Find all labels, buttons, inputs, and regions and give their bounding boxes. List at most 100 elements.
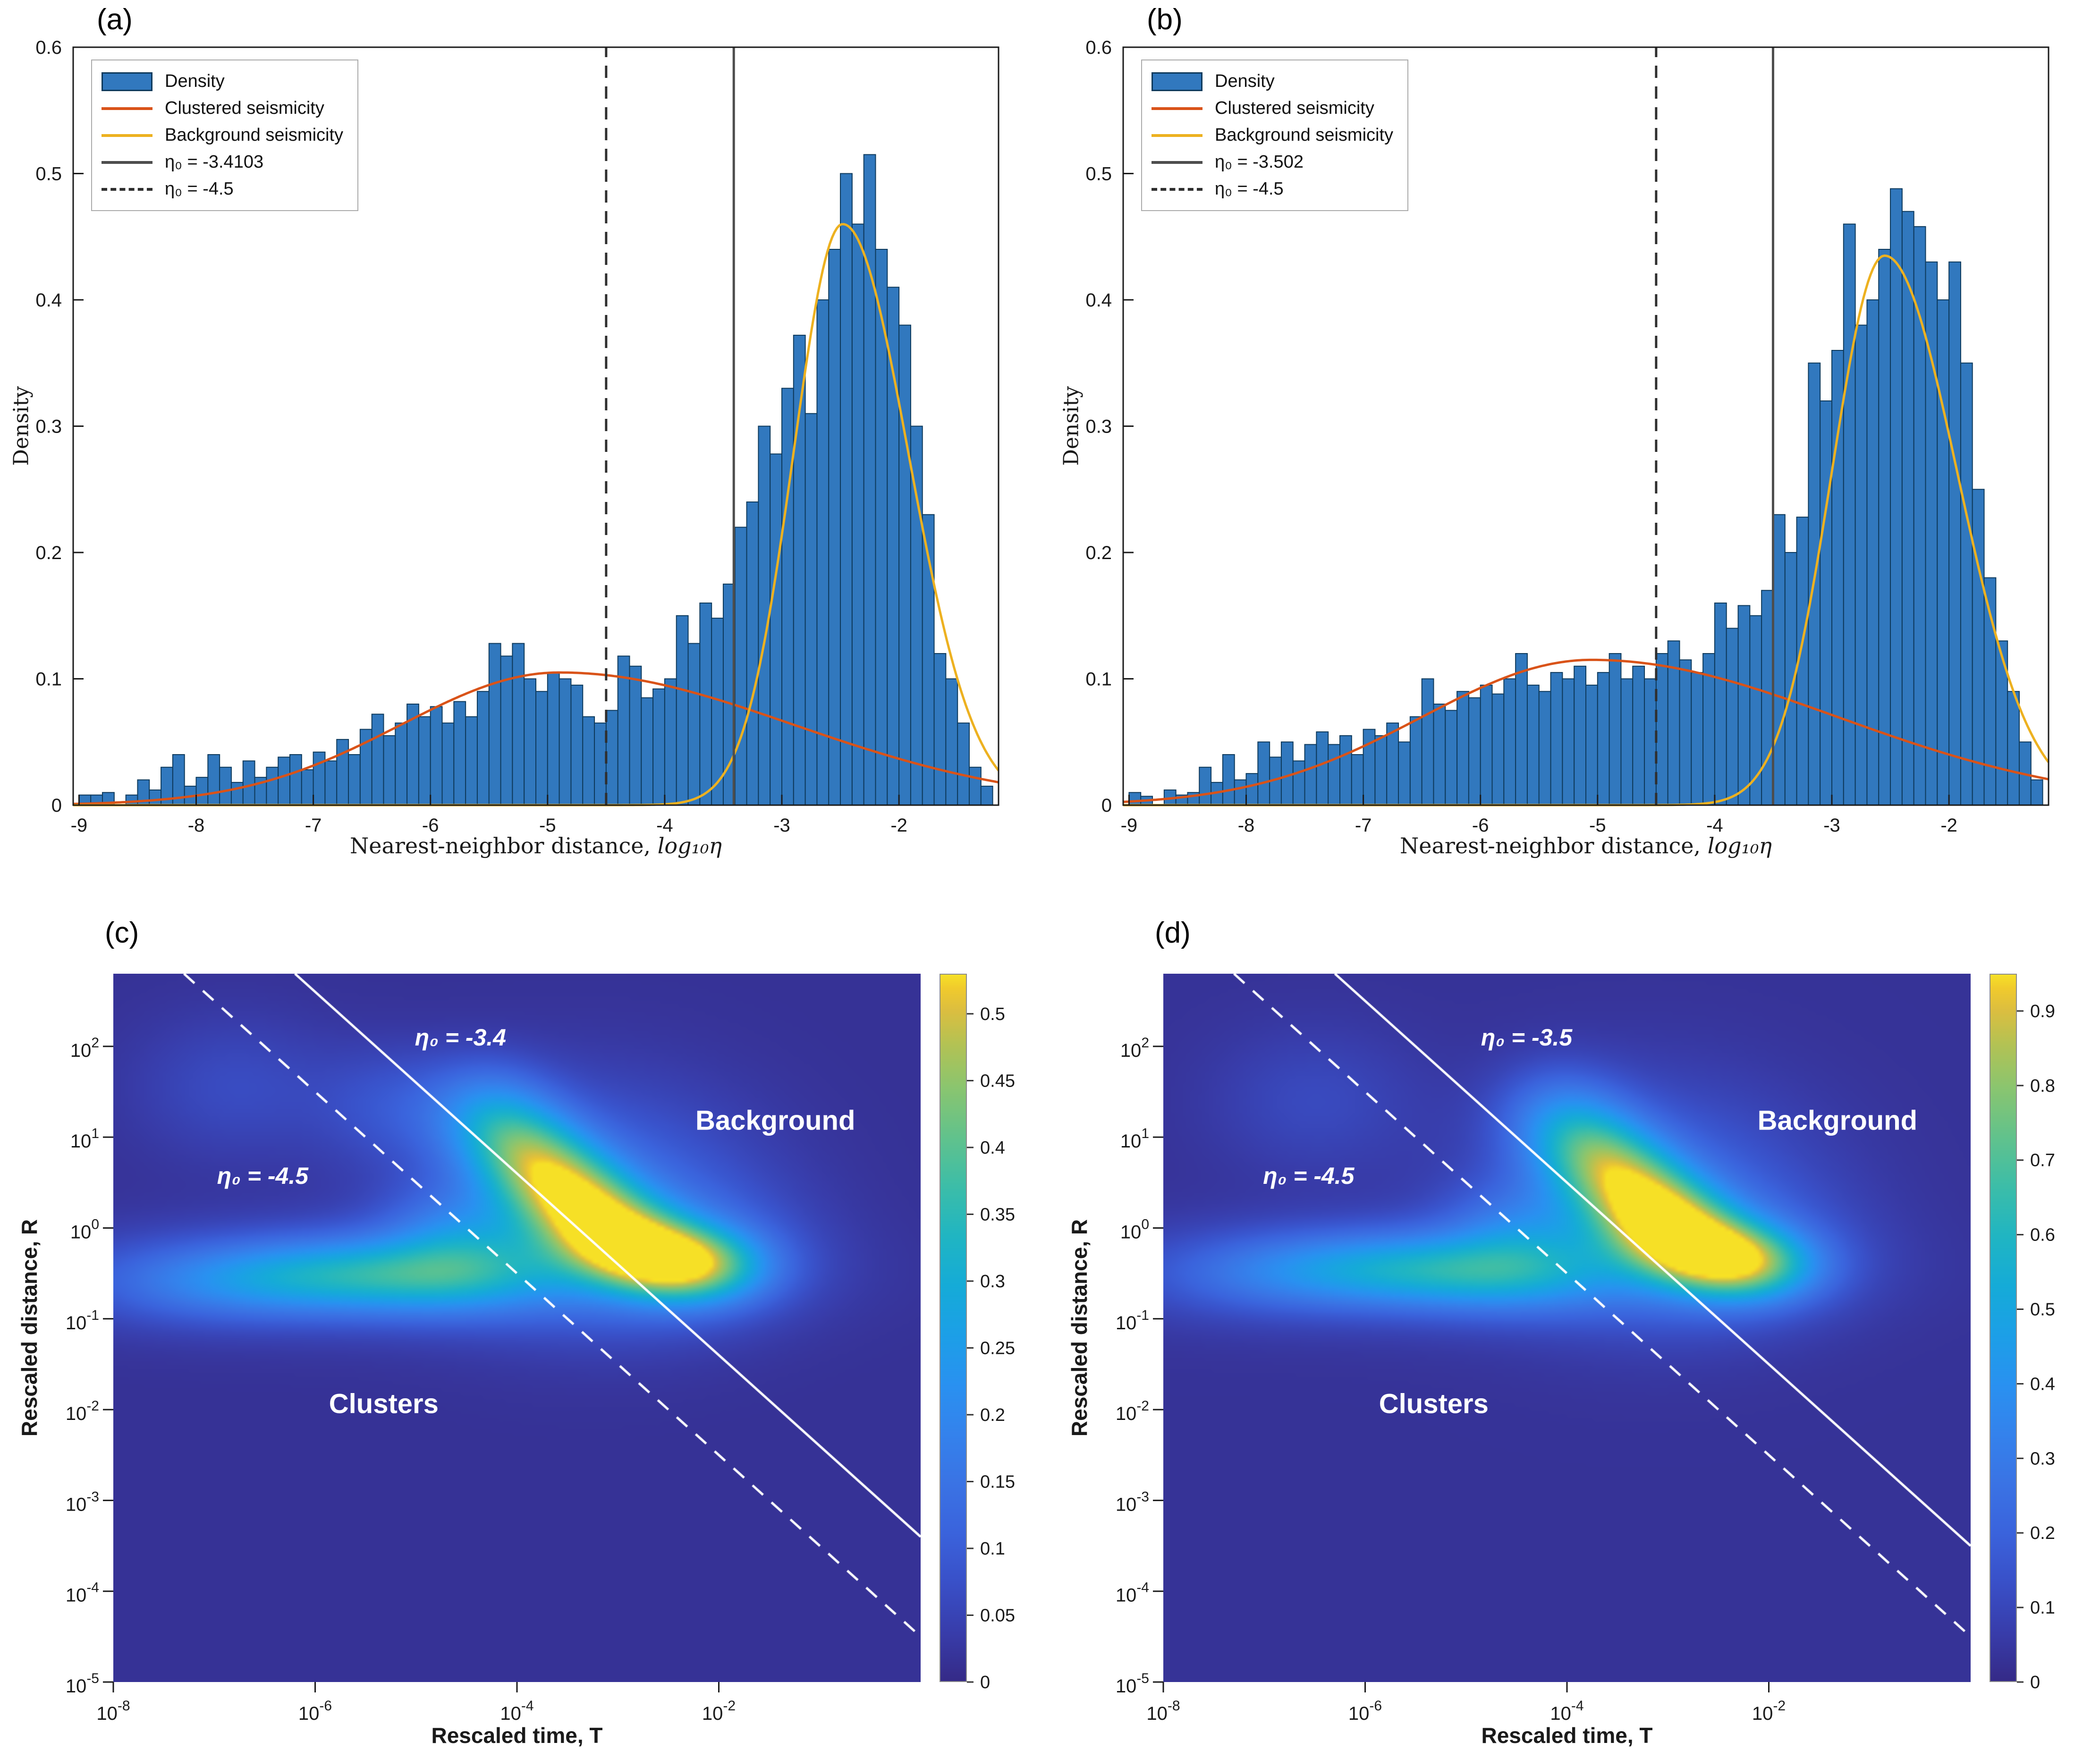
eta-solid-swatch [1152, 161, 1202, 164]
panel-c-heatmap [113, 974, 921, 1682]
background-region-label: Background [695, 1105, 855, 1136]
svg-text:0.5: 0.5 [980, 1004, 1005, 1024]
svg-text:10-6: 10-6 [1348, 1698, 1382, 1724]
xlabel-text: Nearest-neighbor distance, [350, 833, 658, 858]
svg-text:-2: -2 [890, 815, 907, 836]
panel-d-ylabel: Rescaled distance, R [1067, 1219, 1092, 1437]
panel-c-label: (c) [105, 917, 139, 949]
density-swatch [102, 72, 152, 91]
svg-text:10-2: 10-2 [66, 1398, 99, 1424]
panel-c-colorbar [940, 974, 967, 1682]
legend-item-background: Background seismicity [1152, 122, 1393, 149]
legend-item-density: Density [102, 68, 343, 95]
svg-text:10-5: 10-5 [1116, 1671, 1149, 1697]
panel-b-ylabel: Density [1059, 386, 1084, 466]
svg-text:0.2: 0.2 [980, 1405, 1005, 1425]
svg-text:0.1: 0.1 [1085, 669, 1112, 690]
svg-text:0.1: 0.1 [35, 669, 62, 690]
clusters-region-label: Clusters [1379, 1388, 1489, 1419]
svg-text:0.2: 0.2 [2030, 1523, 2055, 1543]
svg-text:0.05: 0.05 [980, 1606, 1015, 1625]
clusters-region-label: Clusters [329, 1388, 439, 1419]
panel-d: 10-8 10-6 10-4 10-2 102 101 100 10-1 10-2 10-3 10-… [1050, 879, 2100, 1759]
legend-label: Density [165, 71, 225, 91]
eta0-dashed-annotation: η₀ = -4.5 [1263, 1162, 1355, 1189]
svg-text:-7: -7 [1355, 815, 1372, 836]
panel-a: -9 -8 -7 -6 -5 -4 -3 -2 0 0.1 0.2 0.3 0.4 0.5 0.6 (a) … [0, 0, 1050, 879]
fit-curve [1123, 254, 2050, 807]
background-line-swatch [102, 134, 152, 137]
svg-text:0.7: 0.7 [2030, 1151, 2055, 1171]
fit-curve [1123, 658, 2049, 803]
clustered-line-swatch [1152, 107, 1202, 110]
panel-d-label: (d) [1155, 917, 1191, 949]
legend-label: η₀ = -4.5 [165, 179, 234, 199]
legend-label: η₀ = -4.5 [1215, 179, 1284, 199]
svg-text:10-4: 10-4 [66, 1580, 99, 1606]
svg-text:10-2: 10-2 [1116, 1398, 1149, 1424]
panel-c: 10-8 10-6 10-4 10-2 102 101 100 10-1 10-2 10-3 10-… [0, 879, 1050, 1759]
legend-item-eta-dashed: η₀ = -4.5 [102, 176, 343, 203]
svg-text:100: 100 [1120, 1216, 1149, 1242]
svg-text:10-6: 10-6 [298, 1698, 332, 1724]
background-line-swatch [1152, 134, 1202, 137]
panel-d-colorbar [1990, 974, 2017, 1682]
svg-text:10-1: 10-1 [66, 1308, 99, 1334]
svg-text:102: 102 [1120, 1035, 1149, 1061]
svg-text:0.4: 0.4 [2030, 1374, 2055, 1394]
eta-dashed-swatch [102, 187, 152, 191]
svg-text:-9: -9 [71, 815, 88, 836]
svg-text:10-2: 10-2 [1752, 1698, 1786, 1724]
svg-text:10-3: 10-3 [66, 1489, 99, 1515]
svg-text:0.1: 0.1 [980, 1539, 1005, 1559]
legend-label: Density [1215, 71, 1275, 91]
fit-curve [73, 671, 999, 805]
legend-label: Background seismicity [1215, 125, 1394, 145]
svg-text:-3: -3 [773, 815, 790, 836]
svg-text:102: 102 [70, 1035, 99, 1061]
svg-text:10-8: 10-8 [96, 1698, 130, 1724]
eta-dashed-swatch [1152, 187, 1202, 191]
panel-a-ylabel: Density [9, 386, 34, 466]
legend-label: η₀ = -3.4103 [165, 152, 264, 172]
svg-text:0.6: 0.6 [1085, 37, 1112, 58]
legend-label: Background seismicity [165, 125, 344, 145]
svg-text:0.5: 0.5 [2030, 1300, 2055, 1320]
legend-label: η₀ = -3.502 [1215, 152, 1304, 172]
svg-text:0.35: 0.35 [980, 1205, 1015, 1224]
eta0-dashed-annotation: η₀ = -4.5 [217, 1162, 309, 1189]
svg-text:10-2: 10-2 [702, 1698, 736, 1724]
density-bars [1128, 188, 2043, 806]
svg-text:0.5: 0.5 [1085, 164, 1112, 185]
panel-d-xlabel: Rescaled time, T [1481, 1723, 1653, 1748]
svg-text:0: 0 [2030, 1673, 2040, 1692]
svg-text:0.2: 0.2 [35, 543, 62, 563]
legend-item-eta-dashed: η₀ = -4.5 [1152, 176, 1393, 203]
svg-text:0: 0 [51, 795, 62, 816]
svg-text:0.3: 0.3 [980, 1272, 1005, 1292]
svg-text:0.6: 0.6 [2030, 1225, 2055, 1245]
svg-text:10-5: 10-5 [66, 1671, 99, 1697]
legend-item-eta-solid: η₀ = -3.502 [1152, 149, 1393, 176]
svg-text:10-8: 10-8 [1146, 1698, 1180, 1724]
svg-text:0.2: 0.2 [1085, 543, 1112, 563]
legend-item-clustered: Clustered seismicity [1152, 95, 1393, 122]
legend-label: Clustered seismicity [1215, 98, 1374, 118]
panel-a-legend: Density Clustered seismicity Background … [91, 59, 359, 211]
svg-text:0.4: 0.4 [980, 1138, 1005, 1158]
svg-text:0.3: 0.3 [35, 416, 62, 437]
svg-text:10-3: 10-3 [1116, 1489, 1149, 1515]
svg-text:-7: -7 [305, 815, 322, 836]
svg-text:0.4: 0.4 [1085, 290, 1112, 311]
density-swatch [1152, 72, 1202, 91]
svg-text:0.5: 0.5 [35, 164, 62, 185]
fit-curve [73, 223, 999, 807]
svg-text:100: 100 [70, 1216, 99, 1242]
svg-text:0.1: 0.1 [2030, 1598, 2055, 1618]
svg-text:-9: -9 [1121, 815, 1138, 836]
svg-text:0: 0 [980, 1673, 990, 1692]
panel-a-label: (a) [97, 3, 133, 36]
svg-text:-2: -2 [1940, 815, 1957, 836]
panel-c-ylabel: Rescaled distance, R [17, 1219, 42, 1437]
